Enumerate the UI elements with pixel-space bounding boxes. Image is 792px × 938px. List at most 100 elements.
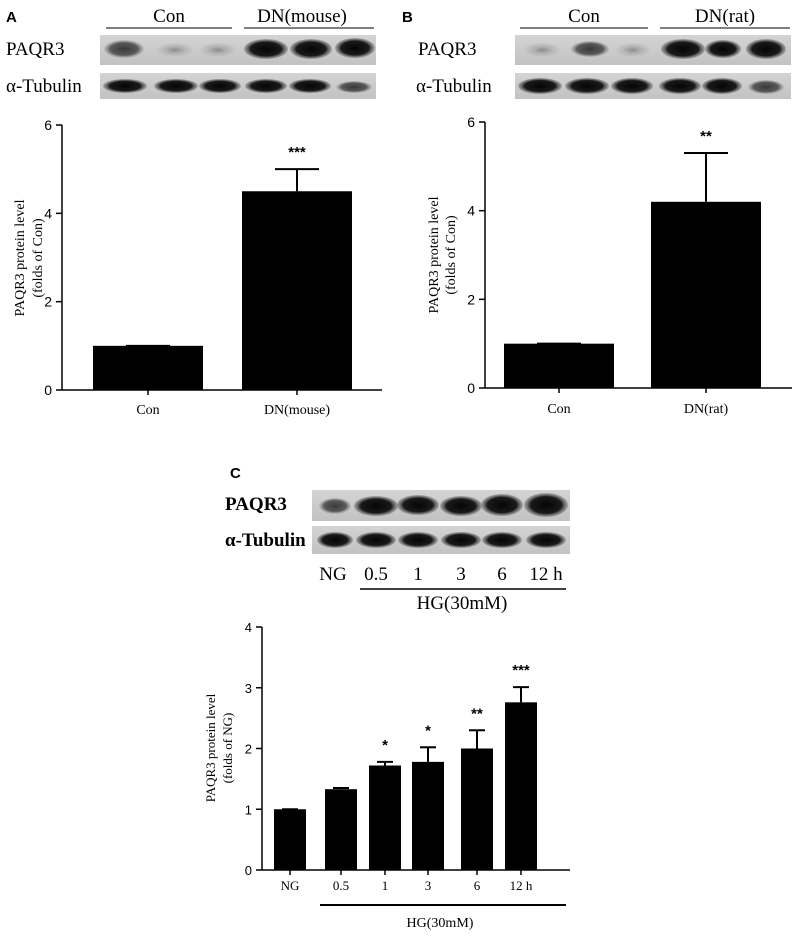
significance-marker: ** <box>471 705 483 722</box>
bar <box>242 191 352 390</box>
blot-band <box>356 532 396 548</box>
y-axis-label: (folds of NG) <box>220 713 235 784</box>
bar <box>93 345 203 390</box>
blot-band <box>245 79 287 93</box>
x-category-label: Con <box>547 402 570 417</box>
panel-c-row-paqr3: PAQR3 <box>225 494 287 515</box>
panel-c-lane-label: NG <box>319 564 347 585</box>
y-tick-label: 6 <box>44 117 52 133</box>
panel-b-bar-chart: 0 2 4 6 PAQR3 protein level (folds of Con) Con… <box>427 114 792 417</box>
y-tick-label: 4 <box>44 205 52 221</box>
x-category-label: 6 <box>474 878 481 893</box>
y-axis-label: PAQR3 protein level <box>427 196 442 313</box>
blot-band <box>157 43 193 57</box>
x-category-label: DN(mouse) <box>264 403 330 418</box>
blot-band <box>103 79 147 93</box>
y-tick-label: 0 <box>467 380 475 396</box>
blot-band <box>319 498 351 514</box>
panel-b-blot: B Con DN(rat) PAQR3 α-Tubulin <box>402 6 791 99</box>
y-axis-label: PAQR3 protein level <box>13 199 28 316</box>
y-tick-label: 2 <box>44 294 52 310</box>
panel-c-hg-label: HG(30mM) <box>417 593 508 614</box>
x-category-label: 3 <box>425 878 432 893</box>
blot-band <box>481 494 523 516</box>
panel-b-row-paqr3: PAQR3 <box>418 39 476 60</box>
y-tick-label: 6 <box>467 114 475 130</box>
panel-b-group-con: Con <box>568 6 600 27</box>
bar <box>504 343 614 388</box>
significance-marker: ** <box>700 128 712 145</box>
panel-a-group-con: Con <box>153 6 185 27</box>
panel-a-bar-chart: 0 2 4 6 PAQR3 protein level (folds of Con) Con… <box>13 117 382 418</box>
blot-band <box>565 78 609 94</box>
x-category-label: 12 h <box>510 878 533 893</box>
panel-b-letter: B <box>402 9 413 26</box>
panel-c-lane-label: 1 <box>413 564 423 585</box>
blot-band <box>616 43 650 57</box>
x-category-label: 0.5 <box>333 878 349 893</box>
blot-band <box>104 40 144 58</box>
significance-marker: * <box>382 737 388 754</box>
blot-band <box>748 80 784 94</box>
panel-a-row-tubulin: α-Tubulin <box>6 76 82 97</box>
blot-band <box>659 78 701 94</box>
bar <box>505 702 537 870</box>
bar <box>651 201 761 388</box>
panel-c-lane-label: 0.5 <box>364 564 388 585</box>
blot-band <box>705 40 741 58</box>
blot-band <box>317 532 353 548</box>
y-axis-label: PAQR3 protein level <box>203 693 218 802</box>
significance-marker: *** <box>512 662 530 679</box>
y-tick-label: 0 <box>44 382 52 398</box>
blot-band <box>154 79 198 93</box>
blot-band <box>526 532 566 548</box>
panel-c-lane-label: 6 <box>497 564 507 585</box>
y-axis-label: (folds of Con) <box>444 215 459 295</box>
panel-a-row-paqr3: PAQR3 <box>6 39 64 60</box>
y-tick-label: 0 <box>245 863 252 878</box>
blot-band <box>244 39 288 59</box>
panel-c-lane-label: 3 <box>456 564 466 585</box>
y-tick-label: 2 <box>467 291 475 307</box>
panel-c-bar-chart: 0 1 2 3 4 PAQR3 protein level (folds of NG) NG 0… <box>203 620 570 931</box>
significance-marker: *** <box>288 144 306 161</box>
panel-c-row-tubulin: α-Tubulin <box>225 530 306 551</box>
bar <box>412 761 444 870</box>
bar <box>461 748 493 870</box>
blot-band <box>524 43 560 57</box>
blot-band <box>289 79 331 93</box>
blot-band <box>661 39 705 59</box>
panel-a-group-dn: DN(mouse) <box>257 6 347 27</box>
y-tick-label: 4 <box>245 620 252 635</box>
panel-a-letter: A <box>6 9 17 26</box>
panel-c-blot: C PAQR3 α-Tubulin NG 0.5 1 3 6 12 h HG(3… <box>225 465 570 614</box>
panel-c-lane-label: 12 h <box>529 564 563 585</box>
blot-band <box>482 532 522 548</box>
blot-band <box>397 495 439 515</box>
panel-a-blot: A Con DN(mouse) PAQR3 α-Tubulin <box>6 6 376 99</box>
panel-b-group-dn: DN(rat) <box>695 6 755 27</box>
x-category-label: DN(rat) <box>684 402 729 417</box>
blot-band <box>440 496 482 516</box>
panel-b-row-tubulin: α-Tubulin <box>416 76 492 97</box>
blot-band <box>199 79 241 93</box>
y-axis-label: (folds of Con) <box>31 218 46 298</box>
bar <box>274 809 306 870</box>
hg-group-label: HG(30mM) <box>407 916 474 931</box>
y-tick-label: 2 <box>245 742 252 757</box>
blot-band <box>200 43 236 57</box>
blot-band <box>336 81 372 93</box>
blot-band <box>354 496 398 516</box>
panel-c-letter: C <box>230 465 241 482</box>
y-tick-label: 1 <box>245 802 252 817</box>
blot-band <box>441 532 481 548</box>
x-category-label: NG <box>281 878 300 893</box>
y-tick-label: 4 <box>467 203 475 219</box>
bar <box>325 789 357 870</box>
blot-band <box>611 78 653 94</box>
y-tick-label: 3 <box>245 681 252 696</box>
panel-b-paqr3-membrane <box>515 35 791 65</box>
blot-band <box>702 78 742 94</box>
blot-band <box>398 532 438 548</box>
